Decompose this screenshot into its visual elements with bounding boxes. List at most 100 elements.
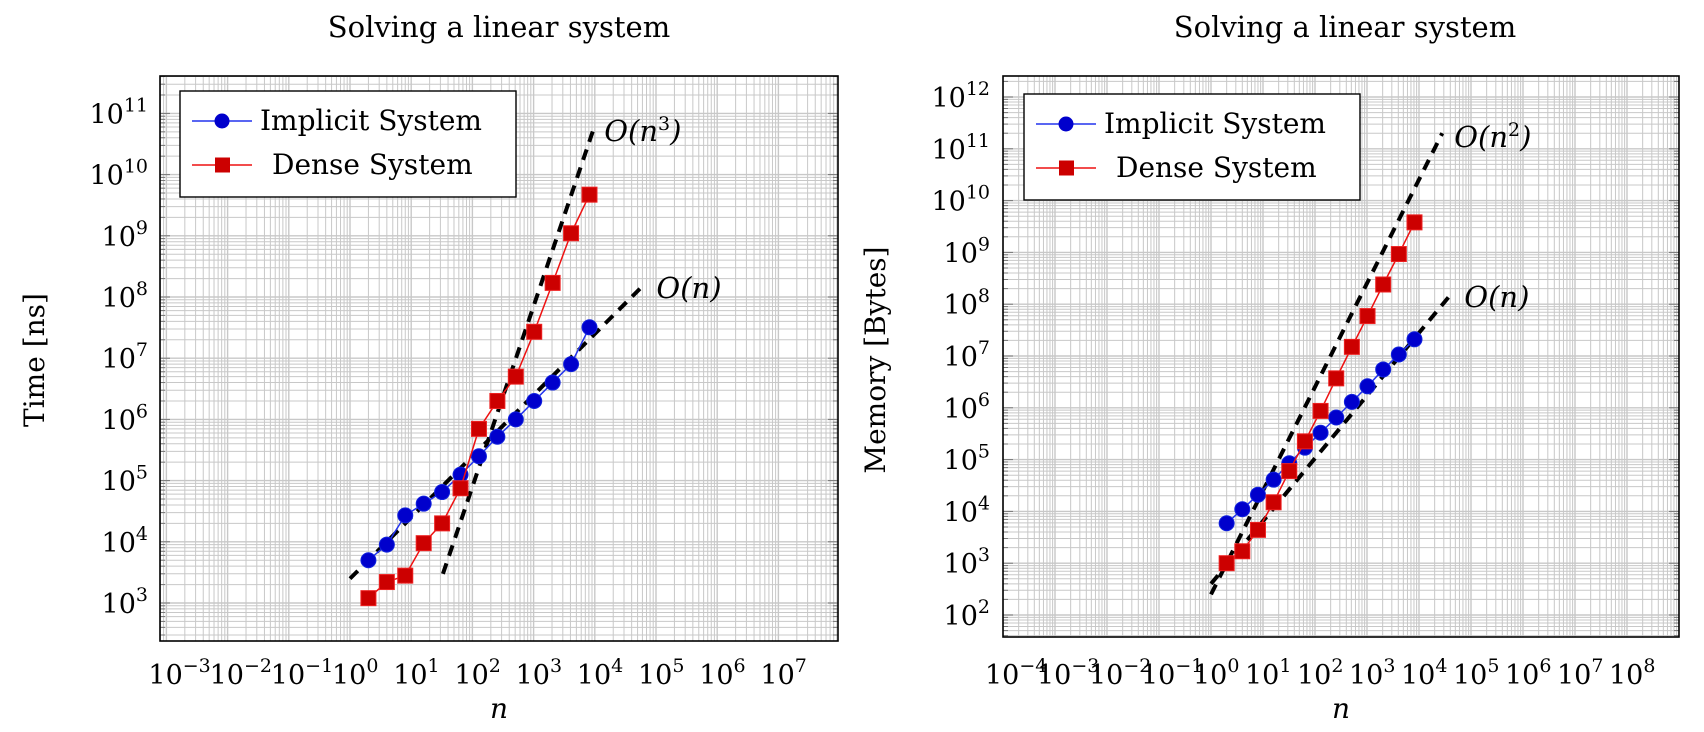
data-point-dense: [1218, 555, 1235, 572]
data-point-implicit: [1359, 378, 1376, 395]
reference-line-label: O(n): [656, 271, 721, 305]
legend-marker-square: [1059, 160, 1074, 176]
y-tick-label: 109: [102, 217, 148, 253]
legend-label: Dense System: [272, 148, 473, 181]
y-axis-label: Memory [Bytes]: [859, 246, 892, 473]
x-tick-label: 10−3: [148, 655, 210, 691]
y-tick-label: 102: [944, 596, 990, 632]
legend: Implicit System Dense System: [179, 90, 517, 198]
data-point-dense: [1234, 543, 1251, 560]
data-point-dense: [563, 225, 580, 242]
y-tick-label: 103: [944, 544, 990, 580]
data-point-dense: [1406, 214, 1423, 231]
legend-label: Implicit System: [260, 104, 482, 137]
reference-line: [1209, 132, 1445, 596]
x-tick-label: 10−1: [1141, 655, 1203, 691]
data-point-implicit: [1265, 471, 1282, 488]
data-point-dense: [1328, 370, 1345, 387]
data-point-dense: [1359, 308, 1376, 325]
data-point-dense: [360, 590, 377, 607]
y-tick-label: 1010: [931, 182, 990, 218]
data-point-implicit: [581, 319, 598, 336]
x-axis-label: n: [1332, 692, 1350, 725]
reference-line-label: O(n2): [1454, 119, 1531, 154]
data-point-implicit: [415, 495, 432, 512]
data-point-dense: [1375, 276, 1392, 293]
data-point-dense: [1249, 521, 1266, 538]
x-tick-label: 107: [760, 655, 806, 691]
x-tick-label: 10−1: [271, 655, 333, 691]
y-tick-label: 108: [102, 278, 148, 314]
reference-line: [441, 126, 597, 575]
data-point-dense: [1281, 463, 1298, 480]
y-tick-label: 1011: [931, 130, 990, 166]
y-tick-label: 1011: [89, 94, 148, 130]
data-point-implicit: [397, 507, 414, 524]
x-tick-label: 100: [1193, 655, 1239, 691]
x-tick-label: 103: [516, 655, 562, 691]
data-point-dense: [1390, 246, 1407, 263]
data-point-implicit: [544, 374, 561, 391]
legend-marker-circle: [1058, 116, 1074, 132]
x-tick-label: 105: [638, 655, 684, 691]
y-tick-label: 103: [102, 584, 148, 620]
data-point-dense: [507, 368, 524, 385]
data-point-implicit: [378, 536, 395, 553]
x-tick-label: 10−2: [210, 655, 272, 691]
data-point-dense: [1312, 402, 1329, 419]
data-point-dense: [415, 535, 432, 552]
data-point-implicit: [1375, 361, 1392, 378]
grid: [160, 76, 838, 641]
x-axis-label: n: [490, 692, 508, 725]
data-point-implicit: [526, 392, 543, 409]
x-tick-label: 107: [1557, 655, 1603, 691]
x-tick-label: 108: [1609, 655, 1655, 691]
data-point-implicit: [1312, 424, 1329, 441]
data-point-implicit: [489, 428, 506, 445]
memory-chart: Solving a linear system O(n2) O(n) Implicit…: [859, 10, 1680, 725]
x-tick-label: 100: [332, 655, 378, 691]
y-tick-label: 1012: [931, 78, 990, 114]
data-point-implicit: [1328, 409, 1345, 426]
data-point-dense: [452, 480, 469, 497]
data-point-implicit: [470, 448, 487, 465]
x-tick-label: 101: [393, 655, 439, 691]
data-point-implicit: [563, 356, 580, 373]
reference-line-label: O(n3): [604, 113, 681, 148]
x-tick-label: 10−2: [1089, 655, 1151, 691]
reference-line-label: O(n): [1464, 280, 1529, 314]
y-tick-label: 104: [944, 492, 990, 528]
data-point-dense: [544, 274, 561, 291]
data-point-implicit: [1249, 486, 1266, 503]
data-point-dense: [489, 392, 506, 409]
data-point-dense: [434, 515, 451, 532]
data-point-implicit: [1343, 393, 1360, 410]
legend-box: [179, 90, 517, 198]
data-point-implicit: [1234, 501, 1251, 518]
x-tick-label: 103: [1349, 655, 1395, 691]
chart-title: Solving a linear system: [328, 10, 670, 44]
legend: Implicit System Dense System: [1023, 93, 1361, 201]
plot-frame: [1002, 75, 1680, 638]
data-point-dense: [378, 574, 395, 591]
y-tick-label: 1010: [89, 156, 148, 192]
data-point-dense: [581, 186, 598, 203]
data-point-implicit: [1390, 346, 1407, 363]
x-tick-label: 104: [1401, 655, 1447, 691]
y-tick-label: 108: [944, 285, 990, 321]
y-tick-label: 106: [102, 400, 148, 436]
reference-line: [348, 284, 644, 581]
x-tick-label: 10−4: [985, 655, 1047, 691]
x-tick-label: 102: [454, 655, 500, 691]
x-tick-label: 102: [1297, 655, 1343, 691]
data-point-dense: [1265, 494, 1282, 511]
x-tick-label: 101: [1245, 655, 1291, 691]
data-point-implicit: [1406, 331, 1423, 348]
plot-frame: [159, 75, 839, 642]
x-tick-label: 105: [1453, 655, 1499, 691]
data-point-implicit: [507, 411, 524, 428]
data-point-dense: [1343, 338, 1360, 355]
time-chart: Solving a linear system O(n3) O(n) Implicit…: [18, 10, 839, 725]
legend-marker-square: [215, 157, 230, 173]
